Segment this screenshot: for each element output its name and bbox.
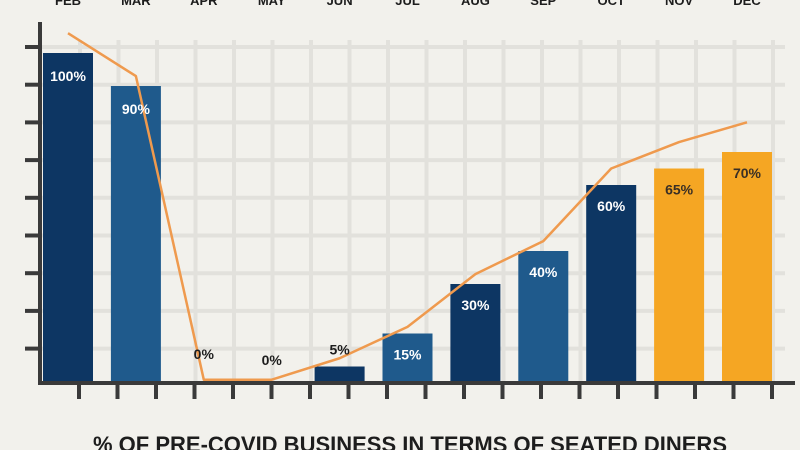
trend-line-path bbox=[67, 32, 748, 381]
bar-feb bbox=[43, 53, 93, 383]
bars bbox=[43, 53, 772, 383]
value-label-jun: 5% bbox=[329, 342, 350, 358]
month-label-feb: FEB bbox=[55, 0, 81, 8]
month-label-aug: AUG bbox=[461, 0, 490, 8]
month-label-nov: NOV bbox=[665, 0, 694, 8]
month-label-apr: APR bbox=[190, 0, 218, 8]
month-label-sep: SEP bbox=[530, 0, 556, 8]
value-label-jul: 15% bbox=[393, 347, 422, 363]
month-label-may: MAY bbox=[258, 0, 286, 8]
trend-line bbox=[67, 32, 748, 381]
bar-mar bbox=[110, 86, 161, 383]
bar-jul bbox=[382, 333, 433, 383]
value-label-oct: 60% bbox=[597, 198, 626, 214]
month-label-mar: MAR bbox=[121, 0, 151, 8]
month-label-jun: JUN bbox=[327, 0, 353, 8]
value-label-apr: 0% bbox=[194, 346, 215, 362]
value-label-nov: 65% bbox=[665, 182, 694, 198]
labels: FEB 100% MAR 90% APR 0% MAY 0% JUN 5% JUL 15% AUG 30%… bbox=[50, 0, 761, 368]
value-label-mar: 90% bbox=[122, 101, 151, 117]
value-label-aug: 30% bbox=[461, 297, 490, 313]
value-label-dec: 70% bbox=[733, 165, 762, 181]
value-label-sep: 40% bbox=[529, 264, 558, 280]
bar-dec bbox=[722, 152, 772, 383]
bar-aug bbox=[450, 284, 501, 383]
bar-oct bbox=[586, 185, 637, 383]
month-label-oct: OCT bbox=[597, 0, 625, 8]
value-label-feb: 100% bbox=[50, 68, 86, 84]
month-label-dec: DEC bbox=[733, 0, 761, 8]
bar-sep bbox=[518, 251, 569, 383]
chart-title: % OF PRE-COVID BUSINESS IN TERMS OF SEAT… bbox=[93, 432, 727, 450]
axes bbox=[25, 22, 795, 399]
bar-jun bbox=[314, 366, 365, 383]
value-label-may: 0% bbox=[262, 352, 283, 368]
bar-nov bbox=[654, 168, 705, 383]
grid bbox=[40, 40, 785, 383]
month-label-jul: JUL bbox=[395, 0, 420, 8]
